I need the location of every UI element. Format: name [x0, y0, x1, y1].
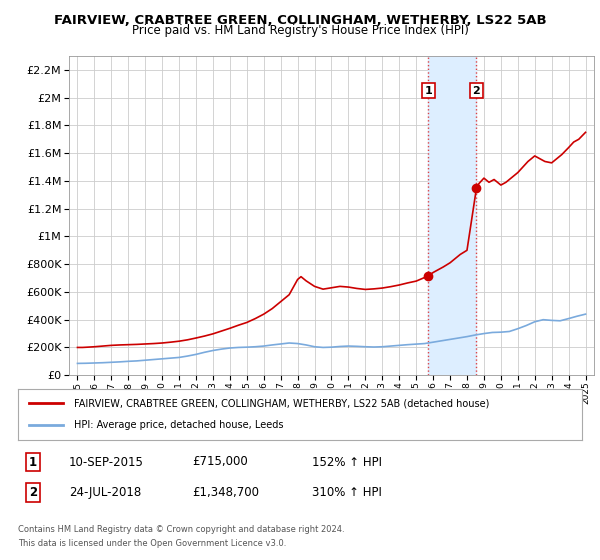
Text: 2: 2: [473, 86, 481, 96]
Bar: [428, 56, 476, 375]
Text: 10-SEP-2015: 10-SEP-2015: [69, 455, 144, 469]
Text: 1: 1: [424, 86, 432, 96]
Text: £1,348,700: £1,348,700: [192, 486, 259, 500]
Text: 24-JUL-2018: 24-JUL-2018: [69, 486, 141, 500]
Text: FAIRVIEW, CRABTREE GREEN, COLLINGHAM, WETHERBY, LS22 5AB: FAIRVIEW, CRABTREE GREEN, COLLINGHAM, WE…: [53, 14, 547, 27]
Text: 310% ↑ HPI: 310% ↑ HPI: [312, 486, 382, 500]
Text: 1: 1: [29, 455, 37, 469]
Text: This data is licensed under the Open Government Licence v3.0.: This data is licensed under the Open Gov…: [18, 539, 286, 548]
Text: Contains HM Land Registry data © Crown copyright and database right 2024.: Contains HM Land Registry data © Crown c…: [18, 525, 344, 534]
Text: Price paid vs. HM Land Registry's House Price Index (HPI): Price paid vs. HM Land Registry's House …: [131, 24, 469, 36]
Text: FAIRVIEW, CRABTREE GREEN, COLLINGHAM, WETHERBY, LS22 5AB (detached house): FAIRVIEW, CRABTREE GREEN, COLLINGHAM, WE…: [74, 398, 490, 408]
Text: 152% ↑ HPI: 152% ↑ HPI: [312, 455, 382, 469]
Text: HPI: Average price, detached house, Leeds: HPI: Average price, detached house, Leed…: [74, 421, 284, 431]
Text: 2: 2: [29, 486, 37, 500]
Text: £715,000: £715,000: [192, 455, 248, 469]
